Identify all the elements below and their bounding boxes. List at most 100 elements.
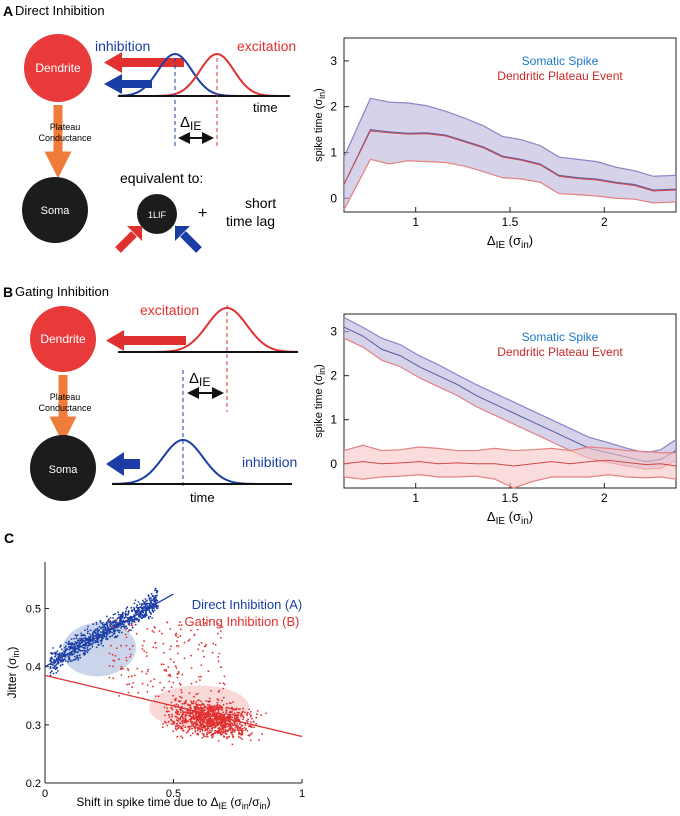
scatter-point [218, 722, 221, 725]
scatter-point [54, 655, 56, 658]
scatter-point [214, 644, 217, 646]
scatter-point [49, 671, 52, 674]
scatter-point [170, 723, 173, 725]
scatter-point [212, 642, 215, 645]
scatter-point [102, 623, 104, 626]
scatter-point [240, 731, 243, 734]
scatter-point [238, 711, 241, 714]
scatter-point [164, 720, 166, 723]
scatter-point [66, 648, 68, 650]
scatter-point [163, 669, 166, 672]
scatter-point [255, 722, 258, 725]
scatter-point [182, 713, 185, 715]
scatter-point [220, 722, 223, 724]
scatter-point [199, 679, 201, 681]
scatter-point [209, 718, 211, 720]
scatter-point [258, 739, 260, 741]
scatter-point [199, 719, 202, 722]
scatter-point [184, 726, 187, 729]
scatter-point [55, 671, 58, 674]
scatter-point [220, 719, 222, 721]
scatter-point [150, 592, 153, 595]
scatter-point [74, 645, 77, 648]
scatter-point [140, 616, 143, 619]
scatter-point [154, 589, 156, 592]
scatter-point [176, 735, 179, 738]
scatter-point [226, 736, 229, 739]
scatter-point [79, 639, 82, 642]
scatter-point [113, 660, 116, 662]
scatter-point [184, 717, 187, 720]
scatter-point [131, 610, 133, 613]
scatter-point [137, 609, 140, 611]
scatter-point [194, 715, 197, 717]
scatter-point [139, 606, 142, 608]
scatter-point [250, 710, 252, 713]
scatter-point [161, 632, 163, 635]
scatter-point [120, 674, 123, 676]
scatter-point [210, 689, 212, 692]
scatter-point [152, 611, 155, 613]
scatter-point [179, 718, 182, 721]
scatter-point [52, 672, 55, 675]
scatter-point [221, 722, 224, 724]
scatter-point [82, 646, 84, 649]
scatter-point [187, 729, 190, 731]
scatter-point [222, 730, 225, 733]
scatter-point [117, 616, 120, 619]
scatter-point [230, 707, 233, 710]
scatter-point [237, 708, 240, 711]
scatter-point [109, 625, 112, 628]
scatter-point [76, 654, 79, 657]
x-tick-label: 1 [412, 491, 419, 505]
scatter-point [183, 657, 186, 660]
scatter-point [190, 654, 193, 657]
x-tick-label: 1 [412, 215, 419, 229]
scatter-point [208, 725, 211, 728]
scatter-point [214, 707, 217, 710]
legend-plateau: Dendritic Plateau Event [497, 69, 623, 83]
scatter-point [100, 627, 102, 630]
scatter-point [216, 701, 219, 704]
scatter-point [181, 716, 184, 719]
scatter-point [239, 714, 242, 717]
scatter-point [223, 683, 226, 686]
scatter-point [247, 718, 250, 721]
scatter-point [174, 727, 177, 730]
scatter-point [55, 663, 58, 666]
scatter-point [89, 647, 92, 650]
scatter-point [100, 640, 103, 643]
scatter-point [197, 718, 200, 720]
x-axis-label: Shift in spike time due to ΔIE (σin/σin) [76, 795, 270, 811]
scatter-point [227, 713, 229, 716]
scatter-point [117, 622, 120, 625]
scatter-point [217, 623, 219, 625]
scatter-point [226, 709, 228, 712]
scatter-point [170, 719, 173, 722]
scatter-point [146, 628, 149, 630]
scatter-point [201, 718, 204, 721]
scatter-point [255, 716, 258, 719]
scatter-point [109, 635, 112, 638]
scatter-point [216, 708, 219, 710]
scatter-point [251, 732, 253, 734]
scatter-point [198, 676, 200, 678]
scatter-point [217, 691, 220, 693]
scatter-point [177, 724, 180, 727]
scatter-point [199, 728, 202, 731]
scatter-point [206, 733, 208, 736]
scatter-point [232, 701, 234, 703]
scatter-point [132, 682, 135, 684]
inhibition-label-b: inhibition [242, 454, 297, 470]
scatter-point [65, 641, 67, 644]
scatter-point [216, 704, 218, 707]
scatter-point [220, 666, 222, 668]
scatter-point [179, 709, 182, 711]
scatter-point [222, 687, 225, 690]
y-tick-label: 0.4 [26, 662, 41, 674]
scatter-point [159, 681, 162, 684]
scatter-point [100, 622, 103, 625]
scatter-point [89, 629, 92, 632]
scatter-point [108, 652, 111, 655]
scatter-point [142, 614, 144, 617]
